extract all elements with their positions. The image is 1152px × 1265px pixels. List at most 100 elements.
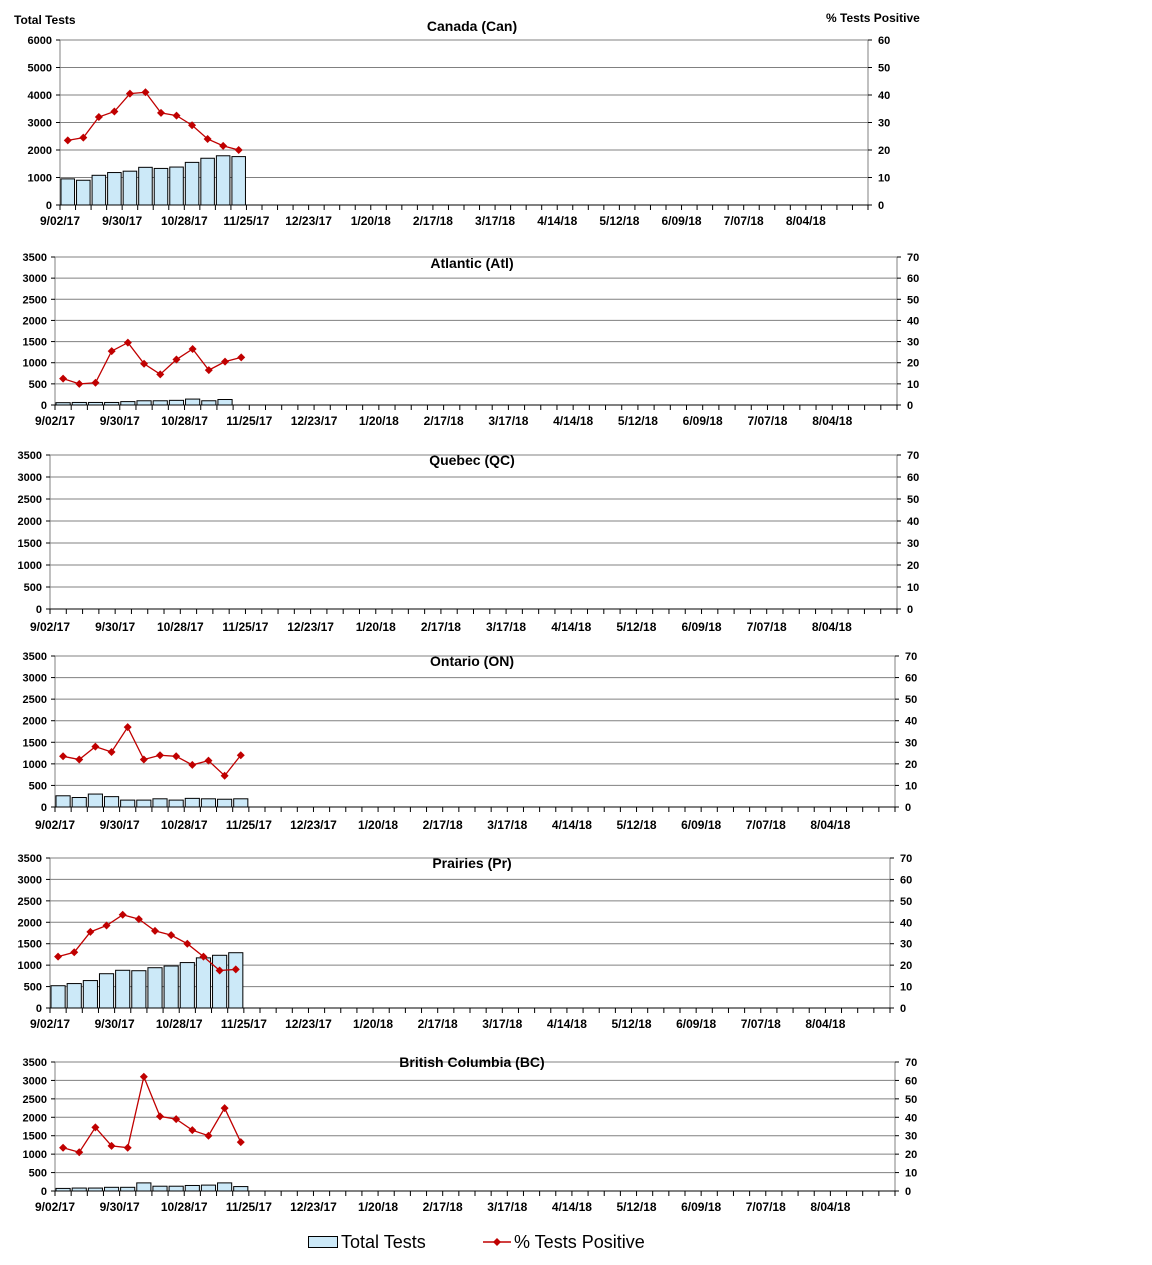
- pct-positive-point: [172, 111, 181, 120]
- pct-positive-point: [172, 355, 181, 364]
- pct-positive-point: [204, 1131, 213, 1140]
- pct-positive-point: [219, 141, 228, 150]
- pct-positive-point: [156, 751, 164, 760]
- pct-positive-point: [220, 771, 229, 780]
- pct-positive-point: [123, 338, 132, 347]
- total-tests-bar: [184, 161, 200, 206]
- pct-positive-point: [94, 113, 103, 121]
- total-tests-bar: [66, 983, 82, 1009]
- x-tick-label: 9/02/17: [40, 214, 80, 228]
- pct-positive-point: [234, 146, 243, 154]
- chart-panel-5: 0 500 1000 1500 2000 2500 3000 3500 0 10 20 30 40 50 6…: [18, 853, 913, 1031]
- total-tests-bar: [168, 399, 185, 406]
- left-axis-title: Total Tests: [14, 13, 76, 27]
- total-tests-bar: [231, 156, 246, 206]
- y-tick-label: 2500: [23, 1094, 47, 1106]
- x-tick-label: 6/09/18: [681, 818, 721, 832]
- x-tick-label: 11/25/17: [226, 414, 272, 428]
- pct-positive-point: [107, 1141, 116, 1150]
- pct-positive-point: [91, 1123, 100, 1132]
- total-tests-bar: [217, 399, 233, 406]
- total-tests-bar: [179, 962, 195, 1009]
- pct-positive-point: [86, 927, 95, 936]
- total-tests-bar: [184, 1184, 200, 1192]
- x-tick-label: 12/23/17: [285, 1017, 332, 1031]
- pct-positive-point: [118, 910, 127, 919]
- x-tick-label: 9/02/17: [35, 818, 75, 832]
- total-tests-bar: [153, 167, 169, 206]
- total-tests-bar: [120, 799, 136, 808]
- pct-positive-line: [62, 1074, 242, 1154]
- x-tick-label: 9/02/17: [35, 1200, 75, 1214]
- pct-positive-point: [75, 1148, 84, 1157]
- pct-positive-point: [183, 939, 192, 948]
- x-tick-label: 4/14/18: [551, 620, 591, 634]
- y2-tick-label: 30: [900, 939, 912, 951]
- y2-tick-label: 20: [907, 560, 919, 572]
- total-tests-bar: [152, 798, 168, 808]
- y2-tick-label: 60: [878, 35, 890, 47]
- y-tick-label: 0: [41, 1186, 47, 1198]
- x-tick-label: 7/07/18: [741, 1017, 781, 1031]
- total-tests-bar: [185, 398, 201, 406]
- total-tests-bar: [152, 1185, 168, 1192]
- y-tick-label: 500: [29, 1168, 47, 1180]
- x-tick-label: 9/02/17: [30, 1017, 70, 1031]
- x-tick-label: 7/07/18: [747, 414, 787, 428]
- x-tick-label: 11/25/17: [223, 214, 269, 228]
- y-tick-label: 1500: [23, 737, 47, 749]
- chart-title: British Columbia (BC): [399, 1054, 544, 1070]
- x-tick-label: 5/12/18: [618, 414, 658, 428]
- pct-positive-point: [102, 921, 111, 930]
- x-tick-label: 5/12/18: [617, 1200, 657, 1214]
- right-axis-title: % Tests Positive: [826, 11, 920, 25]
- x-tick-label: 5/12/18: [617, 818, 657, 832]
- total-tests-bar: [55, 795, 71, 808]
- y2-tick-label: 70: [905, 1057, 917, 1069]
- x-tick-label: 2/17/18: [423, 818, 463, 832]
- x-tick-label: 10/28/17: [156, 1017, 203, 1031]
- pct-positive-point: [156, 1112, 164, 1121]
- pct-positive-point: [156, 370, 165, 379]
- pct-positive-point: [188, 121, 197, 130]
- pct-positive-point: [199, 952, 208, 961]
- y-tick-label: 1000: [23, 358, 47, 370]
- y-tick-label: 1000: [23, 1149, 47, 1161]
- pct-positive-point: [188, 760, 197, 769]
- x-tick-label: 9/30/17: [100, 818, 140, 832]
- y2-tick-label: 40: [907, 315, 919, 327]
- pct-positive-point: [139, 1072, 148, 1081]
- pct-positive-point: [220, 1104, 229, 1113]
- x-tick-label: 6/09/18: [683, 414, 723, 428]
- pct-positive-point: [54, 952, 63, 961]
- total-tests-bar: [120, 1186, 136, 1192]
- legend-label-total-tests: Total Tests: [341, 1231, 426, 1252]
- y-tick-label: 1000: [23, 759, 47, 771]
- total-tests-bar: [136, 1182, 152, 1192]
- y2-tick-label: 30: [907, 538, 919, 550]
- chart-title: Prairies (Pr): [432, 855, 511, 871]
- pct-positive-point: [141, 88, 150, 97]
- y-tick-label: 3500: [23, 252, 47, 264]
- total-tests-bar: [71, 797, 87, 808]
- y-tick-label: 0: [36, 604, 42, 616]
- x-tick-label: 1/20/18: [351, 214, 391, 228]
- total-tests-bar: [98, 973, 115, 1009]
- y-tick-label: 2000: [23, 1112, 47, 1124]
- chart-panel-6: 0 500 1000 1500 2000 2500 3000 3500 0 10 20 30 40 50 6…: [23, 1054, 918, 1214]
- pct-positive-point: [204, 756, 213, 765]
- x-tick-label: 8/04/18: [786, 214, 826, 228]
- x-tick-label: 4/14/18: [547, 1017, 587, 1031]
- chart-panel-4: 0 500 1000 1500 2000 2500 3000 3500 0 10 20 30 40 50 6…: [23, 651, 918, 832]
- total-tests-bar: [200, 157, 215, 206]
- x-tick-label: 8/04/18: [812, 414, 852, 428]
- pct-positive-point: [75, 379, 84, 388]
- total-tests-bar: [168, 799, 184, 808]
- total-tests-bar: [82, 980, 98, 1009]
- total-tests-bar: [195, 957, 212, 1009]
- y2-tick-label: 60: [905, 673, 917, 685]
- y-tick-label: 2000: [28, 145, 52, 157]
- y-tick-label: 500: [24, 582, 42, 594]
- y2-tick-label: 10: [900, 982, 912, 994]
- chart-panel-2: 0 500 1000 1500 2000 2500 3000 3500 0 10 20 30 40 50 6…: [23, 252, 920, 428]
